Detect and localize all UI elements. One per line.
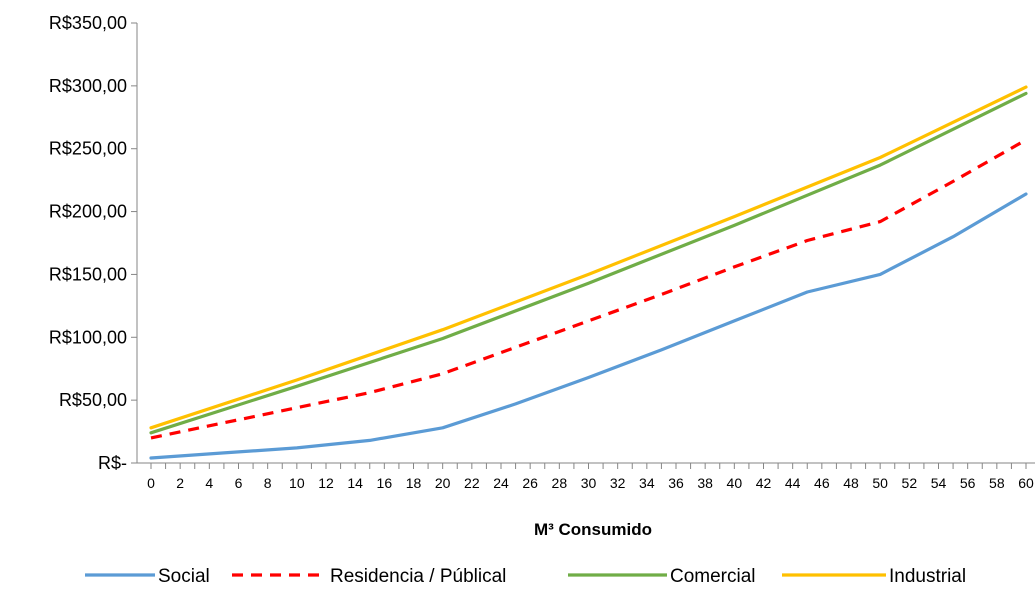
x-tick-label: 12 [318,475,334,491]
x-tick-label: 0 [147,475,155,491]
x-tick-label: 60 [1018,475,1034,491]
x-tick-label: 32 [610,475,626,491]
x-tick-label: 16 [377,475,393,491]
y-tick-label: R$100,00 [49,327,127,347]
x-tick-label: 6 [235,475,243,491]
x-axis-label: M³ Consumido [534,520,652,539]
series-line-3 [149,85,1028,430]
legend: Social Residencia / Públical Comercial Indu… [85,566,966,587]
series-line-1 [150,138,1027,440]
x-tick-label: 44 [785,475,801,491]
x-tick-label: 56 [960,475,976,491]
x-tick-label: 22 [464,475,480,491]
x-tick-label: 54 [931,475,947,491]
x-tick-label: 52 [902,475,918,491]
x-tick-label: 58 [989,475,1005,491]
x-tick-label: 30 [581,475,597,491]
x-tick-label: 40 [727,475,743,491]
y-tick-label: R$150,00 [49,264,127,284]
x-tick-label: 50 [872,475,888,491]
x-tick-label: 48 [843,475,859,491]
legend-label: Industrial [889,566,966,587]
y-tick-label: R$300,00 [49,76,127,96]
x-tick-label: 46 [814,475,830,491]
series-line-2 [149,91,1028,435]
x-tick-label: 38 [697,475,713,491]
y-tick-label: R$250,00 [49,139,127,159]
x-tick-label: 26 [522,475,538,491]
legend-label: Residencia / Públical [330,566,506,587]
legend-label: Comercial [670,566,756,587]
y-tick-label: R$350,00 [49,13,127,33]
axes: R$- R$50,00 R$100,00 R$150,00 R$200,00 R$250,… [49,13,1035,491]
series-lines [149,85,1028,460]
x-tick-label: 20 [435,475,451,491]
x-tick-label: 34 [639,475,655,491]
x-tick-label: 4 [205,475,213,491]
x-tick-label: 42 [756,475,772,491]
y-tick-label: R$- [98,453,127,473]
series-line-0 [149,192,1028,460]
legend-label: Social [158,566,210,587]
x-tick-label: 18 [406,475,422,491]
x-tick-label: 24 [493,475,509,491]
y-tick-label: R$50,00 [59,390,127,410]
x-tick-label: 10 [289,475,305,491]
x-tick-label: 36 [668,475,684,491]
x-tick-label: 2 [176,475,184,491]
x-tick-label: 8 [264,475,272,491]
x-tick-label: 28 [552,475,568,491]
x-tick-label: 14 [347,475,363,491]
y-tick-label: R$200,00 [49,202,127,222]
